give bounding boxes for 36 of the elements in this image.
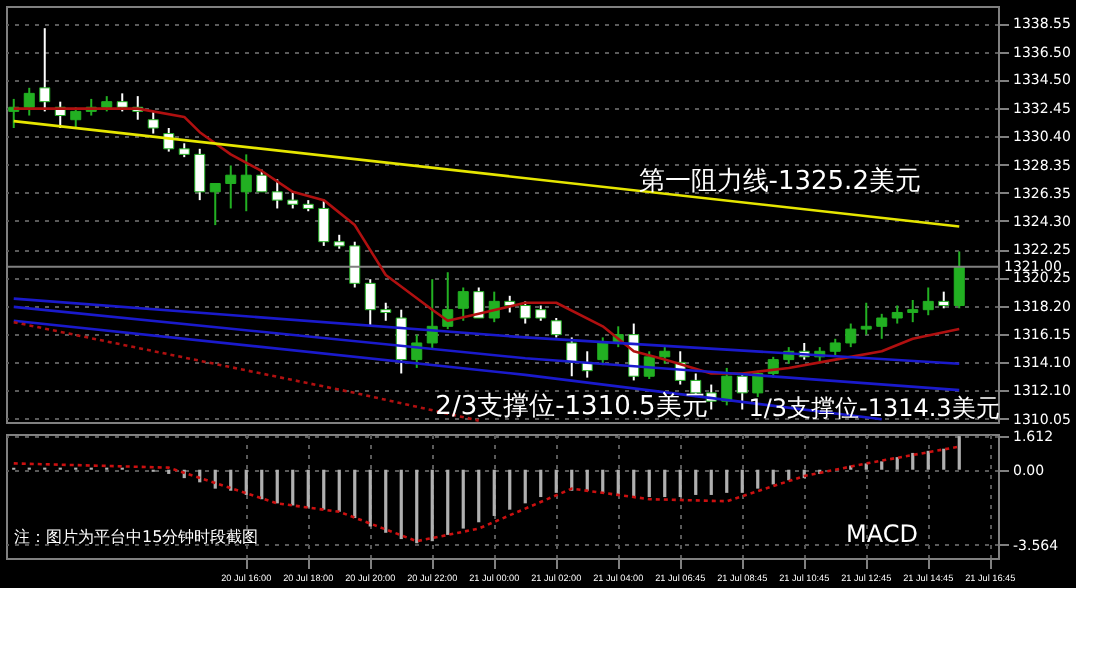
candlestick: [23, 86, 35, 117]
candlestick: [891, 304, 903, 325]
candlestick: [860, 301, 872, 336]
candlestick: [876, 312, 888, 340]
candlestick: [550, 317, 562, 339]
candlestick: [922, 286, 934, 317]
candlestick: [271, 178, 283, 210]
candlestick: [225, 164, 237, 210]
annotation: 第一阻力线-1325.2美元: [638, 164, 921, 197]
annotation: MACD: [846, 520, 918, 548]
candlestick: [473, 286, 485, 319]
candlestick: [597, 336, 609, 367]
candlestick: [349, 240, 361, 289]
candlestick: [907, 298, 919, 324]
candlestick: [39, 27, 51, 113]
candlestick: [457, 286, 469, 322]
candlestick: [953, 250, 965, 310]
candlestick: [364, 278, 376, 328]
candlestick: [566, 336, 578, 378]
candlestick: [721, 366, 733, 407]
candlestick: [194, 147, 206, 202]
line-series: [12, 445, 961, 543]
candlestick: [256, 168, 268, 193]
candlestick: [380, 301, 392, 322]
candlestick: [147, 110, 159, 135]
candlestick: [736, 372, 748, 411]
candlestick: [829, 337, 841, 358]
candlestick: [519, 300, 531, 325]
candlestick: [240, 153, 252, 213]
candlestick: [209, 182, 221, 227]
candlestick: [70, 106, 82, 130]
candlestick: [845, 322, 857, 349]
candlestick: [116, 92, 128, 113]
annotation: 2/3支撑位-1310.5美元: [435, 390, 708, 422]
annotation: 注：图片为平台中15分钟时段截图: [14, 528, 259, 546]
candlestick: [318, 199, 330, 247]
